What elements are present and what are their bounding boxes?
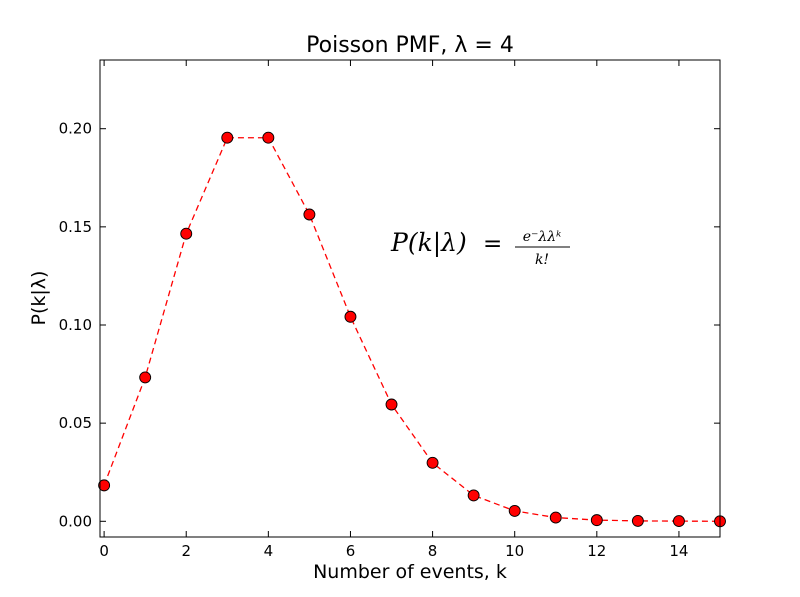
data-point [303, 208, 316, 221]
x-tick-label: 14 [669, 542, 688, 560]
axis-ticks: 0 2 4 6 8 10 12 14 0.00 0.05 0.10 0.15 0.20 [59, 60, 720, 560]
data-point [426, 456, 439, 469]
data-point [508, 504, 521, 517]
plot-background [100, 60, 720, 537]
x-tick-label: 2 [181, 542, 191, 560]
x-tick-label: 6 [346, 542, 356, 560]
data-point [590, 514, 603, 527]
data-point [262, 131, 275, 144]
chart-title: Poisson PMF, λ = 4 [306, 33, 514, 58]
data-point [221, 131, 234, 144]
data-point [549, 511, 562, 524]
formula-annotation: P(k|λ) = e⁻λλᵏ k! [390, 228, 570, 268]
x-tick-label: 8 [428, 542, 438, 560]
formula-lhs: P(k|λ) [390, 228, 467, 258]
plot-frame [99, 59, 721, 538]
data-point [467, 489, 480, 502]
data-point [344, 310, 357, 323]
formula-denominator: k! [535, 252, 549, 268]
data-series [98, 131, 726, 528]
x-tick-label: 10 [505, 542, 524, 560]
y-tick-label: 0.10 [59, 316, 92, 334]
x-tick-label: 12 [587, 542, 606, 560]
x-tick-label: 4 [264, 542, 274, 560]
data-point [98, 479, 111, 492]
data-point [385, 398, 398, 411]
y-tick-label: 0.20 [59, 120, 92, 138]
data-point [139, 371, 152, 384]
x-axis-label: Number of events, k [313, 561, 507, 583]
x-tick-label: 0 [99, 542, 109, 560]
data-point [672, 515, 685, 528]
formula-numerator: e⁻λλᵏ [523, 229, 562, 245]
formula-equals: = [483, 231, 502, 257]
y-tick-label: 0.15 [59, 218, 92, 236]
series-line [103, 137, 721, 522]
data-point [180, 227, 193, 240]
y-tick-label: 0.05 [59, 414, 92, 432]
y-axis-label: P(k|λ) [28, 271, 50, 326]
y-tick-label: 0.00 [59, 512, 92, 530]
data-point [631, 514, 644, 527]
